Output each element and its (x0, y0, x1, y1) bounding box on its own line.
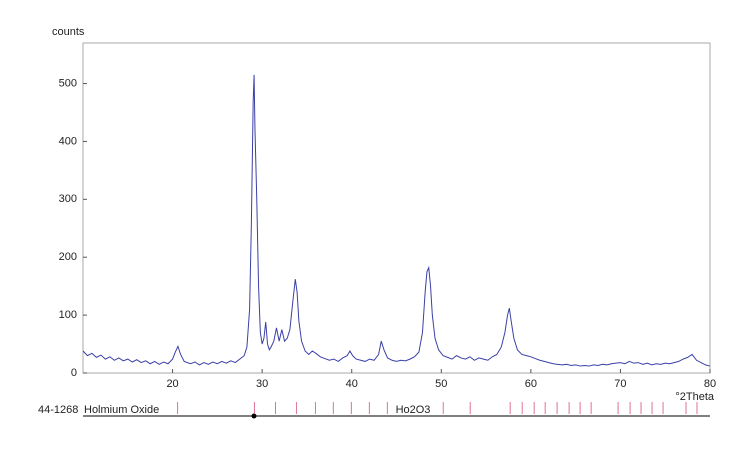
diffraction-line (82, 74, 711, 367)
x-tick-label: 40 (346, 378, 358, 390)
x-tick-label: 50 (435, 378, 447, 390)
y-tick-label: 300 (59, 193, 77, 205)
y-axis-label: counts (52, 26, 85, 38)
y-tick-label: 0 (71, 367, 77, 379)
x-tick-label: 20 (166, 378, 178, 390)
reference-code: 44-1268 (38, 404, 78, 416)
plot-frame (82, 42, 711, 374)
reference-name: Holmium Oxide (84, 404, 159, 416)
y-tick-label: 200 (59, 251, 77, 263)
reference-formula: Ho2O3 (396, 404, 431, 416)
y-tick-label: 500 (59, 77, 77, 89)
x-axis-label: °2Theta (675, 391, 715, 403)
x-tick-label: 30 (256, 378, 268, 390)
y-tick-label: 100 (59, 309, 77, 321)
y-tick-label: 400 (59, 135, 77, 147)
x-tick-label: 80 (704, 378, 716, 390)
reference-marker (251, 413, 257, 419)
x-tick-label: 60 (525, 378, 537, 390)
x-tick-label: 70 (614, 378, 626, 390)
